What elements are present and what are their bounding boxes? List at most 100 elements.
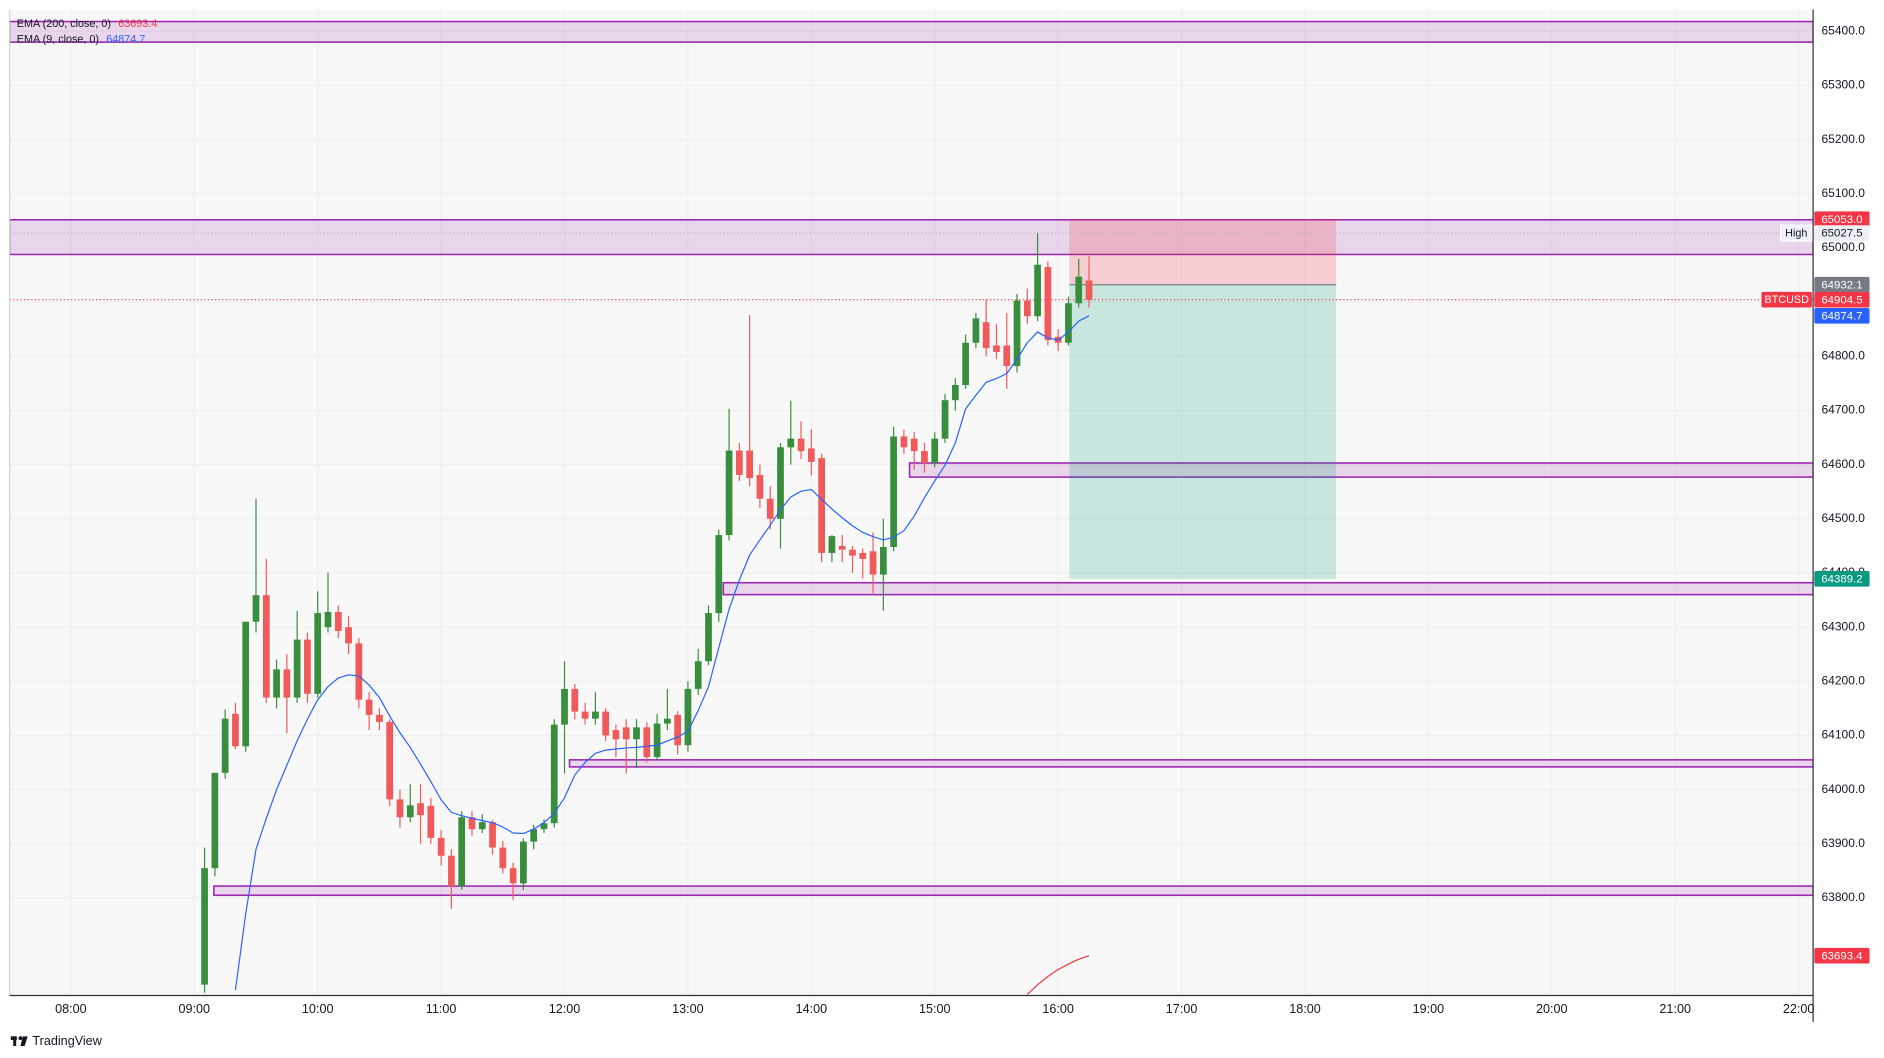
x-tick-label: 18:00 bbox=[1289, 1002, 1321, 1016]
candle-body bbox=[478, 822, 486, 830]
candle-body bbox=[489, 822, 496, 848]
ema9-badge: 64874.7 bbox=[1821, 310, 1862, 322]
candle-body bbox=[931, 438, 939, 464]
logo-part bbox=[13, 1036, 17, 1046]
y-tick-label: 63800.0 bbox=[1822, 890, 1866, 904]
zone bbox=[568, 759, 1814, 768]
candle-body bbox=[437, 837, 445, 856]
legend-name: EMA (200, close, 0) bbox=[17, 18, 111, 30]
candle-body bbox=[777, 447, 784, 519]
candle-body bbox=[797, 438, 805, 452]
candle-body bbox=[262, 595, 270, 698]
candle-body bbox=[715, 535, 723, 614]
logo-part bbox=[20, 1036, 28, 1046]
x-tick-label: 14:00 bbox=[796, 1002, 828, 1016]
zone bbox=[9, 20, 1814, 43]
legend: EMA (200, close, 0) 63693.4 EMA (9, close,… bbox=[17, 18, 157, 46]
y-tick-label: 63900.0 bbox=[1822, 836, 1866, 850]
target-area bbox=[1069, 284, 1337, 579]
candle-body bbox=[746, 450, 754, 479]
candle-body bbox=[1044, 266, 1052, 341]
candle-body bbox=[201, 868, 208, 985]
entry-badge: 64932.1 bbox=[1821, 279, 1862, 291]
candle-body bbox=[962, 342, 969, 386]
y-tick-label: 64000.0 bbox=[1822, 782, 1866, 796]
candle-body bbox=[602, 711, 610, 736]
y-tick-label: 64500.0 bbox=[1822, 511, 1866, 525]
candle-body bbox=[499, 847, 507, 869]
candle-body bbox=[694, 661, 702, 689]
candle-body bbox=[293, 639, 301, 698]
candle-body bbox=[540, 823, 548, 830]
x-tick-label: 08:00 bbox=[55, 1002, 87, 1016]
candle-body bbox=[1065, 303, 1072, 343]
candle-body bbox=[972, 318, 980, 343]
candle-body bbox=[386, 721, 394, 800]
legend-value: 64874.7 bbox=[106, 34, 145, 46]
y-tick-label: 65200.0 bbox=[1822, 132, 1866, 146]
x-tick-label: 12:00 bbox=[549, 1002, 581, 1016]
x-tick-label: 16:00 bbox=[1042, 1002, 1074, 1016]
stop-badge-bg bbox=[1814, 211, 1870, 228]
candle-body bbox=[612, 730, 620, 740]
candle-body bbox=[1013, 300, 1021, 367]
x-tick-label: 21:00 bbox=[1659, 1002, 1691, 1016]
entry-badge-bg bbox=[1814, 276, 1870, 293]
candle-body bbox=[705, 613, 712, 662]
y-tick-label: 65000.0 bbox=[1822, 240, 1866, 254]
candle-body bbox=[1085, 280, 1093, 300]
candle-body bbox=[921, 451, 928, 464]
candle-body bbox=[807, 448, 815, 462]
candle-body bbox=[232, 713, 239, 747]
ema-line bbox=[1026, 955, 1090, 995]
candle-body bbox=[756, 474, 764, 499]
target-badge: 64389.2 bbox=[1821, 573, 1862, 585]
candle-body bbox=[910, 438, 918, 452]
candle-body bbox=[221, 718, 229, 773]
last-price-badge: 64904.5 bbox=[1821, 294, 1862, 306]
candle-body bbox=[283, 669, 291, 698]
symbol-tag: BTCUSD bbox=[1764, 294, 1809, 306]
legend-value: 63693.4 bbox=[118, 18, 157, 30]
candle-body bbox=[622, 727, 630, 740]
candle-body bbox=[643, 727, 651, 758]
logo-part bbox=[18, 1036, 23, 1041]
candle-body bbox=[252, 595, 260, 622]
candle-body bbox=[828, 536, 836, 553]
zone bbox=[213, 885, 1814, 897]
candle-body bbox=[550, 724, 558, 824]
ema200-badge: 63693.4 bbox=[1821, 950, 1863, 962]
candle-body bbox=[1075, 276, 1083, 304]
candle-body bbox=[334, 611, 342, 631]
ema200-badge-bg bbox=[1814, 947, 1870, 964]
candle-body bbox=[592, 711, 599, 719]
candle-body bbox=[674, 714, 682, 746]
candle-body bbox=[900, 436, 908, 448]
x-tick-label: 09:00 bbox=[179, 1002, 211, 1016]
y-tick-label: 64200.0 bbox=[1822, 673, 1866, 687]
candle-body bbox=[1034, 264, 1041, 317]
x-tick-label: 15:00 bbox=[919, 1002, 951, 1016]
x-tick-label: 20:00 bbox=[1536, 1002, 1568, 1016]
candle-body bbox=[993, 345, 1000, 352]
candle-body bbox=[879, 546, 887, 575]
candle-body bbox=[520, 841, 527, 884]
candle-body bbox=[406, 805, 414, 818]
candle-body bbox=[396, 799, 404, 818]
x-tick-label: 11:00 bbox=[426, 1002, 457, 1016]
candle-body bbox=[561, 688, 568, 725]
candle-body bbox=[725, 450, 733, 536]
high-tag: High bbox=[1785, 228, 1807, 240]
zone bbox=[908, 462, 1814, 478]
y-tick-label: 64100.0 bbox=[1822, 728, 1866, 742]
high-badge: 65027.5 bbox=[1821, 228, 1862, 240]
y-tick-label: 65400.0 bbox=[1822, 23, 1866, 37]
candle-body bbox=[982, 322, 990, 349]
candle-body bbox=[818, 458, 825, 553]
candle-body bbox=[1003, 345, 1011, 367]
candle-body bbox=[653, 723, 661, 758]
candle-body bbox=[684, 688, 692, 746]
high-tag-bg bbox=[1780, 224, 1813, 242]
target-badge-bg bbox=[1814, 571, 1870, 587]
